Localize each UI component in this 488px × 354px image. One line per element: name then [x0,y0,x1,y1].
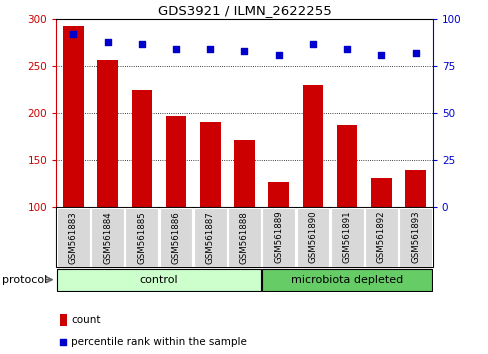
Text: GSM561883: GSM561883 [69,211,78,264]
FancyBboxPatch shape [57,208,90,267]
Point [274,52,282,58]
FancyBboxPatch shape [91,208,124,267]
Point [343,47,350,52]
Bar [57,268,261,291]
Bar [302,85,323,207]
Point [69,32,77,37]
Text: control: control [140,275,178,285]
Point [60,340,67,346]
Bar [370,178,391,207]
FancyBboxPatch shape [159,208,192,267]
FancyBboxPatch shape [125,208,158,267]
Title: GDS3921 / ILMN_2622255: GDS3921 / ILMN_2622255 [157,4,331,17]
Text: protocol: protocol [2,275,48,285]
Point [206,47,214,52]
Bar [131,90,152,207]
Point [240,48,248,54]
Bar [262,268,431,291]
Point [172,47,180,52]
Text: count: count [71,315,101,325]
Text: percentile rank within the sample: percentile rank within the sample [71,337,246,348]
Bar [234,141,254,207]
FancyBboxPatch shape [364,208,397,267]
FancyBboxPatch shape [227,208,261,267]
Text: GSM561889: GSM561889 [274,211,283,263]
Text: GSM561884: GSM561884 [103,211,112,264]
Text: GSM561886: GSM561886 [171,211,180,264]
Text: GSM561885: GSM561885 [137,211,146,264]
Point [377,52,385,58]
Point [138,41,145,47]
FancyBboxPatch shape [330,208,363,267]
Point [103,39,111,45]
FancyBboxPatch shape [262,208,295,267]
Text: GSM561892: GSM561892 [376,211,385,263]
Bar [200,122,220,207]
FancyBboxPatch shape [193,208,226,267]
Text: GSM561887: GSM561887 [205,211,214,264]
Text: GSM561893: GSM561893 [410,211,419,263]
Bar [56,207,432,267]
FancyBboxPatch shape [296,208,329,267]
FancyBboxPatch shape [398,208,431,267]
Bar [405,170,425,207]
Bar [268,182,288,207]
Point [411,50,419,56]
Text: GSM561888: GSM561888 [240,211,248,264]
Text: GSM561891: GSM561891 [342,211,351,263]
Text: GSM561890: GSM561890 [308,211,317,263]
Bar [63,26,83,207]
Bar [165,116,186,207]
Bar [97,60,118,207]
Text: microbiota depleted: microbiota depleted [290,275,403,285]
Bar [60,314,67,326]
Bar [336,125,357,207]
Point [308,41,316,47]
